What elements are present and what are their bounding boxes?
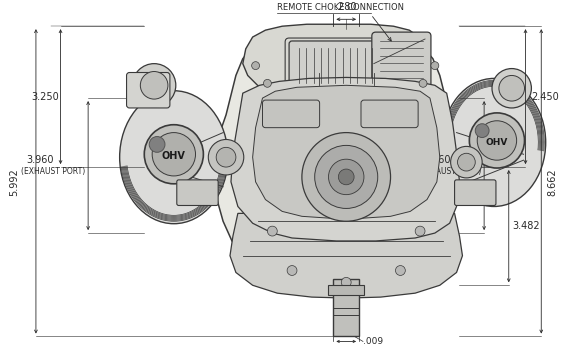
Circle shape (208, 140, 244, 175)
Circle shape (431, 62, 439, 70)
Circle shape (216, 147, 236, 167)
Text: 8.662: 8.662 (547, 168, 557, 196)
Circle shape (149, 136, 165, 152)
Polygon shape (243, 24, 427, 97)
Text: OHV: OHV (162, 151, 186, 161)
Text: OHV: OHV (486, 138, 508, 147)
Text: 3.960: 3.960 (26, 155, 54, 165)
Circle shape (419, 79, 427, 87)
Text: .009: .009 (363, 337, 383, 346)
Polygon shape (230, 214, 463, 298)
FancyBboxPatch shape (263, 100, 320, 128)
Ellipse shape (442, 78, 546, 206)
Text: 5.992: 5.992 (10, 168, 19, 196)
Text: 3.250: 3.250 (31, 92, 59, 102)
Circle shape (396, 266, 405, 275)
Bar (328, 285, 364, 295)
Bar (333, 279, 359, 336)
Circle shape (415, 226, 425, 236)
Ellipse shape (120, 91, 228, 224)
Circle shape (263, 79, 271, 87)
Polygon shape (231, 77, 459, 241)
Circle shape (287, 266, 297, 275)
Circle shape (315, 145, 378, 209)
Circle shape (132, 64, 176, 107)
Circle shape (302, 133, 390, 221)
Circle shape (477, 121, 516, 160)
Circle shape (470, 113, 524, 168)
FancyBboxPatch shape (177, 180, 218, 205)
Polygon shape (215, 25, 459, 256)
Text: 2.450: 2.450 (532, 92, 559, 102)
FancyBboxPatch shape (372, 32, 431, 87)
Text: REMOTE CHOKE CONNECTION: REMOTE CHOKE CONNECTION (277, 4, 405, 12)
Circle shape (144, 125, 203, 184)
Circle shape (140, 71, 168, 99)
Circle shape (328, 159, 364, 195)
FancyBboxPatch shape (289, 41, 382, 88)
Circle shape (341, 278, 351, 287)
Text: (EXHAUST PORT): (EXHAUST PORT) (21, 168, 85, 176)
FancyBboxPatch shape (361, 100, 418, 128)
Text: (EXHAUST PORT): (EXHAUST PORT) (417, 168, 481, 176)
Text: 3.160: 3.160 (423, 155, 450, 165)
Circle shape (499, 76, 524, 101)
Circle shape (475, 124, 489, 138)
Circle shape (152, 133, 195, 176)
FancyBboxPatch shape (455, 180, 496, 205)
Polygon shape (253, 85, 440, 219)
Circle shape (492, 69, 532, 108)
Circle shape (267, 226, 277, 236)
Text: .280: .280 (336, 2, 357, 12)
FancyBboxPatch shape (127, 72, 170, 108)
Circle shape (458, 153, 475, 171)
Text: 3.482: 3.482 (512, 221, 540, 231)
Circle shape (338, 169, 354, 185)
Circle shape (451, 146, 482, 178)
Circle shape (251, 62, 259, 70)
